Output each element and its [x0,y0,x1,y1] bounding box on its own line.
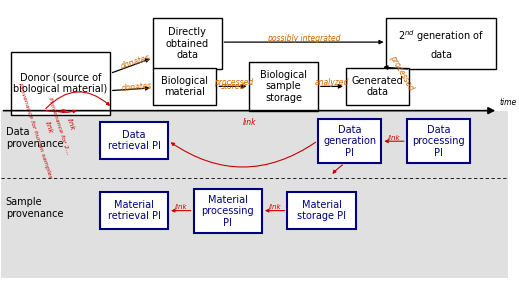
Text: Material
storage PI: Material storage PI [297,200,346,221]
Text: data: data [430,50,452,60]
Text: link: link [66,117,76,131]
Bar [288,192,356,229]
Text: Data
provenance: Data provenance [6,127,63,149]
Text: processed: processed [213,78,253,87]
Bar [100,122,168,159]
Text: processed: processed [388,53,415,92]
Text: Data
retrieval PI: Data retrieval PI [107,130,160,152]
Text: analyzed: analyzed [315,78,349,88]
Text: Biological
material: Biological material [161,75,208,97]
Bar [153,68,216,105]
Text: link: link [388,135,400,141]
Text: link: link [243,118,256,127]
Bar [153,18,222,69]
Text: donates: donates [121,82,153,93]
Bar [194,189,262,233]
Text: link: link [174,204,187,210]
Bar [1,111,508,286]
Text: Data
generation
PI: Data generation PI [323,125,376,158]
Text: Donor (source of
biological material): Donor (source of biological material) [13,73,107,94]
Text: possibly integrated: possibly integrated [267,34,341,43]
Text: 2$^{nd}$ generation of: 2$^{nd}$ generation of [398,28,484,44]
Text: Directly
obtained
data: Directly obtained data [166,27,209,60]
Text: Generated
data: Generated data [352,75,403,97]
Text: link: link [44,121,53,135]
Text: Material
processing
PI: Material processing PI [201,195,254,228]
Text: stored: stored [221,82,245,91]
Bar [100,192,168,229]
Text: time: time [499,98,516,107]
Text: Data
processing
PI: Data processing PI [412,125,465,158]
Text: Provenance for human samples: Provenance for human samples [18,82,53,179]
Bar [1,278,508,286]
Bar [1,1,508,111]
Bar [407,119,470,164]
Text: donates: donates [119,53,151,71]
Bar [346,68,409,105]
Text: Provenance for 2...: Provenance for 2... [47,97,71,156]
Text: Sample
provenance: Sample provenance [6,197,63,219]
Bar [387,18,496,69]
Text: link: link [268,204,281,210]
Text: Biological
sample
storage: Biological sample storage [260,70,307,103]
Bar [11,52,110,115]
Bar [250,62,318,111]
Text: Material
retrieval PI: Material retrieval PI [107,200,160,221]
Bar [318,119,381,164]
